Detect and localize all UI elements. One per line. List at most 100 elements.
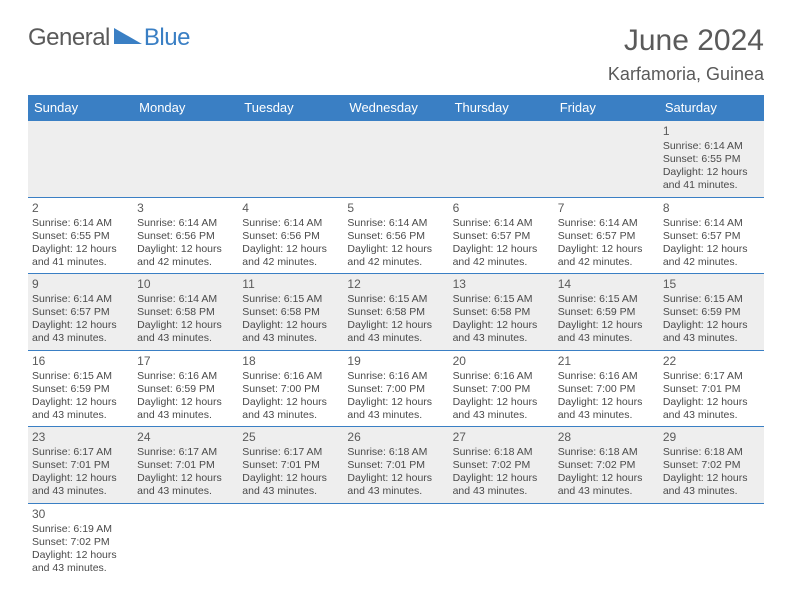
daylight-line: Daylight: 12 hours and 43 minutes. bbox=[558, 319, 655, 345]
daylight-line: Daylight: 12 hours and 43 minutes. bbox=[663, 396, 760, 422]
sunrise-line: Sunrise: 6:15 AM bbox=[242, 293, 339, 306]
daylight-line: Daylight: 12 hours and 42 minutes. bbox=[558, 243, 655, 269]
sunset-line: Sunset: 6:58 PM bbox=[347, 306, 444, 319]
sunrise-line: Sunrise: 6:18 AM bbox=[663, 446, 760, 459]
sunrise-line: Sunrise: 6:14 AM bbox=[453, 217, 550, 230]
daylight-line: Daylight: 12 hours and 43 minutes. bbox=[32, 472, 129, 498]
sunset-line: Sunset: 7:02 PM bbox=[663, 459, 760, 472]
calendar-row: 30Sunrise: 6:19 AMSunset: 7:02 PMDayligh… bbox=[28, 503, 764, 579]
sunset-line: Sunset: 7:00 PM bbox=[453, 383, 550, 396]
calendar-cell bbox=[343, 121, 448, 198]
sunset-line: Sunset: 7:00 PM bbox=[558, 383, 655, 396]
day-number: 20 bbox=[453, 354, 550, 369]
sunrise-line: Sunrise: 6:17 AM bbox=[32, 446, 129, 459]
daylight-line: Daylight: 12 hours and 43 minutes. bbox=[347, 319, 444, 345]
logo: General Blue bbox=[28, 24, 190, 52]
sunset-line: Sunset: 6:59 PM bbox=[137, 383, 234, 396]
daylight-line: Daylight: 12 hours and 43 minutes. bbox=[453, 396, 550, 422]
sunrise-line: Sunrise: 6:17 AM bbox=[137, 446, 234, 459]
day-number: 1 bbox=[663, 124, 760, 139]
sunrise-line: Sunrise: 6:14 AM bbox=[347, 217, 444, 230]
calendar-cell: 3Sunrise: 6:14 AMSunset: 6:56 PMDaylight… bbox=[133, 197, 238, 274]
daylight-line: Daylight: 12 hours and 43 minutes. bbox=[32, 396, 129, 422]
calendar-cell: 6Sunrise: 6:14 AMSunset: 6:57 PMDaylight… bbox=[449, 197, 554, 274]
title-block: June 2024 Karfamoria, Guinea bbox=[608, 24, 764, 85]
sunrise-line: Sunrise: 6:18 AM bbox=[453, 446, 550, 459]
day-number: 3 bbox=[137, 201, 234, 216]
sunset-line: Sunset: 7:01 PM bbox=[32, 459, 129, 472]
sunset-line: Sunset: 7:01 PM bbox=[347, 459, 444, 472]
sunrise-line: Sunrise: 6:15 AM bbox=[663, 293, 760, 306]
calendar-cell bbox=[659, 503, 764, 579]
sunrise-line: Sunrise: 6:14 AM bbox=[32, 293, 129, 306]
day-number: 29 bbox=[663, 430, 760, 445]
sunrise-line: Sunrise: 6:15 AM bbox=[558, 293, 655, 306]
daylight-line: Daylight: 12 hours and 43 minutes. bbox=[242, 396, 339, 422]
daylight-line: Daylight: 12 hours and 43 minutes. bbox=[137, 472, 234, 498]
day-number: 9 bbox=[32, 277, 129, 292]
calendar-cell: 9Sunrise: 6:14 AMSunset: 6:57 PMDaylight… bbox=[28, 274, 133, 351]
sunrise-line: Sunrise: 6:18 AM bbox=[347, 446, 444, 459]
calendar-cell bbox=[28, 121, 133, 198]
day-header: Thursday bbox=[449, 95, 554, 121]
daylight-line: Daylight: 12 hours and 43 minutes. bbox=[137, 319, 234, 345]
calendar-cell: 8Sunrise: 6:14 AMSunset: 6:57 PMDaylight… bbox=[659, 197, 764, 274]
day-number: 15 bbox=[663, 277, 760, 292]
sunset-line: Sunset: 6:55 PM bbox=[663, 153, 760, 166]
sunset-line: Sunset: 6:58 PM bbox=[453, 306, 550, 319]
daylight-line: Daylight: 12 hours and 42 minutes. bbox=[137, 243, 234, 269]
daylight-line: Daylight: 12 hours and 43 minutes. bbox=[558, 472, 655, 498]
sunset-line: Sunset: 7:01 PM bbox=[137, 459, 234, 472]
daylight-line: Daylight: 12 hours and 43 minutes. bbox=[558, 396, 655, 422]
day-number: 19 bbox=[347, 354, 444, 369]
calendar-cell: 17Sunrise: 6:16 AMSunset: 6:59 PMDayligh… bbox=[133, 350, 238, 427]
day-header: Tuesday bbox=[238, 95, 343, 121]
day-header: Friday bbox=[554, 95, 659, 121]
calendar-cell bbox=[554, 121, 659, 198]
calendar-cell: 13Sunrise: 6:15 AMSunset: 6:58 PMDayligh… bbox=[449, 274, 554, 351]
calendar-row: 1Sunrise: 6:14 AMSunset: 6:55 PMDaylight… bbox=[28, 121, 764, 198]
day-header-row: Sunday Monday Tuesday Wednesday Thursday… bbox=[28, 95, 764, 121]
daylight-line: Daylight: 12 hours and 43 minutes. bbox=[453, 319, 550, 345]
calendar-cell: 30Sunrise: 6:19 AMSunset: 7:02 PMDayligh… bbox=[28, 503, 133, 579]
calendar-cell bbox=[343, 503, 448, 579]
daylight-line: Daylight: 12 hours and 43 minutes. bbox=[347, 396, 444, 422]
location: Karfamoria, Guinea bbox=[608, 64, 764, 85]
sunrise-line: Sunrise: 6:14 AM bbox=[558, 217, 655, 230]
calendar-cell: 7Sunrise: 6:14 AMSunset: 6:57 PMDaylight… bbox=[554, 197, 659, 274]
sunrise-line: Sunrise: 6:16 AM bbox=[453, 370, 550, 383]
logo-text-general: General bbox=[28, 24, 110, 52]
calendar-cell: 23Sunrise: 6:17 AMSunset: 7:01 PMDayligh… bbox=[28, 427, 133, 504]
daylight-line: Daylight: 12 hours and 43 minutes. bbox=[32, 319, 129, 345]
calendar-cell bbox=[449, 121, 554, 198]
day-number: 16 bbox=[32, 354, 129, 369]
sunrise-line: Sunrise: 6:14 AM bbox=[242, 217, 339, 230]
calendar-cell: 15Sunrise: 6:15 AMSunset: 6:59 PMDayligh… bbox=[659, 274, 764, 351]
sunrise-line: Sunrise: 6:14 AM bbox=[32, 217, 129, 230]
day-header: Saturday bbox=[659, 95, 764, 121]
calendar-cell bbox=[449, 503, 554, 579]
calendar-cell: 10Sunrise: 6:14 AMSunset: 6:58 PMDayligh… bbox=[133, 274, 238, 351]
sunset-line: Sunset: 6:55 PM bbox=[32, 230, 129, 243]
daylight-line: Daylight: 12 hours and 43 minutes. bbox=[137, 396, 234, 422]
header: General Blue June 2024 Karfamoria, Guine… bbox=[28, 24, 764, 85]
sunrise-line: Sunrise: 6:15 AM bbox=[347, 293, 444, 306]
calendar-row: 9Sunrise: 6:14 AMSunset: 6:57 PMDaylight… bbox=[28, 274, 764, 351]
calendar-cell bbox=[238, 503, 343, 579]
sunset-line: Sunset: 6:58 PM bbox=[137, 306, 234, 319]
sunrise-line: Sunrise: 6:19 AM bbox=[32, 523, 129, 536]
sunset-line: Sunset: 6:59 PM bbox=[558, 306, 655, 319]
day-number: 22 bbox=[663, 354, 760, 369]
daylight-line: Daylight: 12 hours and 43 minutes. bbox=[242, 472, 339, 498]
logo-triangle-icon bbox=[114, 26, 142, 44]
daylight-line: Daylight: 12 hours and 43 minutes. bbox=[663, 472, 760, 498]
day-number: 21 bbox=[558, 354, 655, 369]
day-number: 25 bbox=[242, 430, 339, 445]
day-number: 10 bbox=[137, 277, 234, 292]
calendar-cell bbox=[238, 121, 343, 198]
calendar-row: 2Sunrise: 6:14 AMSunset: 6:55 PMDaylight… bbox=[28, 197, 764, 274]
day-header: Monday bbox=[133, 95, 238, 121]
daylight-line: Daylight: 12 hours and 41 minutes. bbox=[32, 243, 129, 269]
sunrise-line: Sunrise: 6:17 AM bbox=[663, 370, 760, 383]
day-number: 14 bbox=[558, 277, 655, 292]
